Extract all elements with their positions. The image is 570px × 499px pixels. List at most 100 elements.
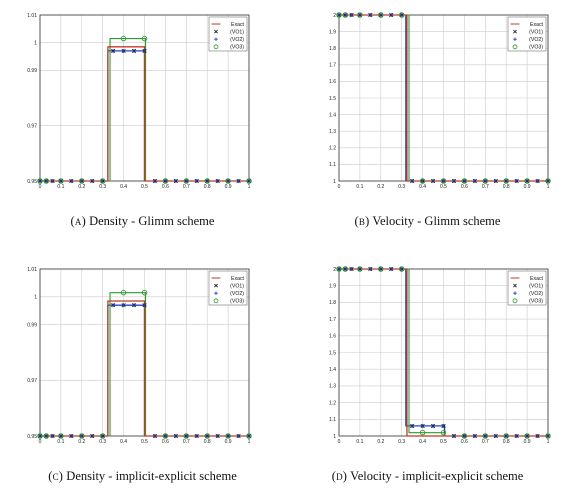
x-tick-label: 1 [547,439,550,445]
y-tick-label: 1 [333,434,336,440]
y-tick-label: 0.95 [27,179,37,185]
marker-vo2 [420,179,425,183]
y-tick-label: 1.4 [329,367,336,373]
marker-vo3 [378,266,384,272]
marker-vo2 [410,179,415,183]
marker-vo2 [79,179,84,183]
marker-vo2 [184,434,189,438]
marker-vo2 [142,303,147,308]
y-tick-label: 1 [333,179,336,185]
marker-vo3 [162,178,169,184]
y-tick-label: 1.7 [329,63,336,69]
legend-label: (VO3) [230,299,244,305]
x-tick-label: 0.1 [356,184,363,190]
caption-d-tag: (d) [331,469,348,483]
y-tick-label: 1.6 [329,79,336,85]
x-tick-label: 0.1 [57,184,64,190]
marker-vo2 [152,434,157,438]
chart-d: 0 0.1 0.2 0.3 0.4 0.5 0.6 0.7 0.8 0.9 1 1 1.1 1.2 1.3 1… [329,266,551,445]
x-tick-label: 0.7 [482,439,489,445]
marker-vo3 [141,289,148,296]
x-tick-label: 0.1 [57,439,64,445]
marker-vo2 [132,48,137,53]
legend-vo3-swatch [512,44,518,50]
marker-vo3 [225,178,231,184]
legend-label: (VO1) [529,29,543,35]
marker-vo3 [398,12,405,18]
marker-vo3 [58,433,64,439]
caption-c-text: Density - implicit-explicit scheme [66,469,237,483]
x-tick-label: 0.1 [356,439,363,445]
caption-b-tag: (b) [354,214,370,228]
y-tick-label: 1.2 [329,146,336,152]
marker-vo3 [398,266,405,272]
marker-vo3 [183,433,190,439]
marker-vo3 [79,433,85,439]
chart-a: 0 0.1 0.2 0.3 0.4 0.5 0.6 0.7 0.8 0.9 1 0.95 0.97 0.9… [27,13,252,190]
legend-label: (VO1) [529,283,543,289]
marker-vo2 [504,179,509,183]
marker-vo2 [451,434,456,438]
x-tick-label: 0.6 [162,439,169,445]
marker-vo2 [431,423,436,428]
marker-vo2 [215,434,220,438]
x-tick-label: 0.8 [204,184,211,190]
x-tick-label: 0.3 [398,439,405,445]
marker-vo3 [120,289,127,296]
legend-box [208,270,248,306]
marker-vo3 [141,35,148,42]
marker-vo3 [225,433,231,439]
marker-vo2 [111,48,116,53]
caption-a: (a) Density - Glimm scheme [0,214,285,229]
legend-label: (VO1) [230,283,244,289]
marker-vo2 [236,434,241,438]
marker-vo2 [247,434,251,438]
marker-vo2 [79,434,84,438]
marker-vo2 [184,179,189,183]
y-tick-label: 0.97 [27,378,37,384]
x-tick-label: 0.5 [141,184,148,190]
legend-vo2-swatch [513,291,517,295]
marker-vo3 [342,12,349,18]
y-tick-label: 1.5 [329,350,336,356]
series-exact-line [40,46,249,182]
marker-vo2 [514,434,519,438]
x-tick-label: 0.4 [419,184,426,190]
y-tick-label: 0.99 [27,68,37,74]
x-tick-label: 0.3 [398,184,405,190]
marker-vo2 [349,13,354,17]
marker-vo2 [378,13,383,17]
marker-vo2 [226,434,231,438]
marker-vo2 [152,179,157,183]
x-tick-label: 0.5 [440,439,447,445]
marker-vo3 [482,433,489,439]
marker-vo2 [132,303,137,308]
marker-vo3 [58,178,64,184]
marker-vo3 [120,35,127,42]
marker-vo2 [247,179,251,183]
marker-vo2 [472,179,477,183]
marker-vo2 [357,267,362,271]
legend-label: Exact [231,22,245,28]
x-tick-label: 0 [338,184,341,190]
series-exact-line [339,14,548,182]
y-tick-label: 0.97 [27,123,37,129]
marker-vo2 [100,179,105,183]
legend-box [507,16,547,52]
caption-c: (c) Density - implicit-explicit scheme [0,469,285,484]
marker-vo2 [194,179,199,183]
marker-vo3 [419,178,426,184]
marker-vo2 [337,13,341,17]
x-tick-label: 0.9 [225,184,232,190]
x-tick-label: 0.9 [524,439,531,445]
marker-vo3 [99,178,106,184]
marker-vo3 [545,178,551,184]
x-tick-label: 0.9 [225,439,232,445]
x-tick-label: 0.2 [78,184,85,190]
marker-vo2 [215,179,220,183]
x-tick-label: 0.6 [461,439,468,445]
marker-vo2 [100,434,105,438]
x-tick-label: 0.4 [419,439,426,445]
marker-vo2 [368,13,373,17]
marker-vo3 [419,429,426,436]
